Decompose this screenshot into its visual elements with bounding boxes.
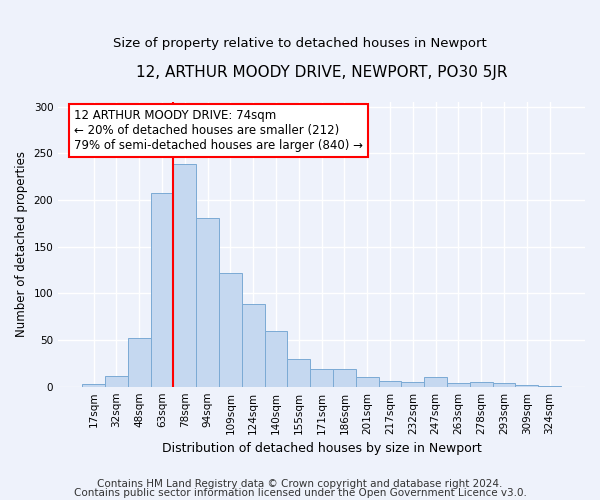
Bar (196, 218, 219, 386)
Text: Contains public sector information licensed under the Open Government Licence v3: Contains public sector information licen… (74, 488, 526, 498)
Bar (151, 192, 173, 386)
Bar (105, 376, 128, 386)
Bar (424, 378, 447, 386)
Bar (515, 385, 538, 386)
Bar (356, 378, 379, 386)
Bar (242, 304, 265, 386)
Bar (401, 382, 424, 386)
Bar (128, 338, 151, 386)
Text: Size of property relative to detached houses in Newport: Size of property relative to detached ho… (113, 38, 487, 51)
Title: 12, ARTHUR MOODY DRIVE, NEWPORT, PO30 5JR: 12, ARTHUR MOODY DRIVE, NEWPORT, PO30 5J… (136, 65, 508, 80)
Bar (265, 330, 287, 386)
Bar (82, 384, 105, 386)
Bar (447, 383, 470, 386)
Text: Contains HM Land Registry data © Crown copyright and database right 2024.: Contains HM Land Registry data © Crown c… (97, 479, 503, 489)
Bar (493, 383, 515, 386)
Bar (173, 164, 196, 386)
Y-axis label: Number of detached properties: Number of detached properties (15, 152, 28, 338)
Bar (219, 273, 242, 386)
Bar (310, 369, 333, 386)
Bar (287, 358, 310, 386)
X-axis label: Distribution of detached houses by size in Newport: Distribution of detached houses by size … (162, 442, 481, 455)
Bar (333, 369, 356, 386)
Text: 12 ARTHUR MOODY DRIVE: 74sqm
← 20% of detached houses are smaller (212)
79% of s: 12 ARTHUR MOODY DRIVE: 74sqm ← 20% of de… (74, 109, 363, 152)
Bar (470, 382, 493, 386)
Bar (379, 381, 401, 386)
